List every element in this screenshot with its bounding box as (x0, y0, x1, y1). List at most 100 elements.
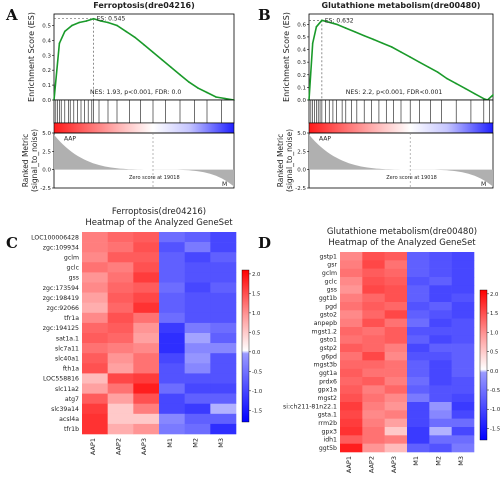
es-point (125, 30, 127, 33)
heatmap-cell (340, 293, 363, 303)
heatmap-cell (362, 285, 385, 294)
heatmap-cell (82, 262, 108, 273)
heatmap-row-label: ggt1a (319, 370, 337, 377)
colorbar-tick-label: 2.0 (252, 272, 260, 278)
heatmap-cell (159, 413, 185, 425)
es-ytick-label: 0.4 (297, 48, 306, 54)
es-point (455, 82, 458, 85)
heatmap-cell (384, 377, 408, 386)
es-point (492, 94, 494, 96)
metric-ytick-label: 0.0 (297, 168, 306, 174)
heatmap-cell (184, 373, 211, 384)
heatmap-row-label: gclm (322, 270, 337, 277)
heatmap-cell (82, 242, 108, 253)
colorbar-tick-label: 0.0 (490, 369, 498, 375)
heatmap-cell (133, 383, 160, 394)
heatmap-row-label: pgd (325, 303, 337, 310)
heatmap-cell (340, 377, 363, 386)
es-point (418, 61, 421, 63)
heatmap-cell (407, 260, 430, 269)
heatmap-col-label: M3 (457, 456, 465, 466)
es-ylabel: Enrichment Score (ES) (282, 12, 291, 102)
heatmap-row-label: LOC558816 (43, 376, 79, 383)
heatmap-cell (159, 393, 185, 404)
es-point (464, 87, 467, 90)
colorbar-tick-label: -0.5 (252, 369, 262, 375)
heatmap-cell (133, 403, 160, 415)
heatmap-title: Glutathione metabolism(dre00480) (327, 227, 477, 237)
heatmap-row-label: gstp1 (320, 253, 338, 260)
es-point (85, 20, 88, 22)
heatmap-row-label: zgc:92066 (47, 305, 79, 312)
heatmap-row-label: ggt5b (319, 445, 337, 452)
heatmap-cell (429, 410, 452, 419)
heatmap-cell (451, 443, 475, 453)
heatmap-cell (340, 435, 363, 444)
es-ytick-label: 0.1 (297, 85, 306, 91)
heatmap-col-label: M1 (412, 456, 420, 466)
es-point (437, 71, 439, 74)
es-point (345, 27, 347, 29)
colorbar (241, 269, 250, 423)
heatmap-cell (133, 282, 160, 293)
heatmap-row-label: gclc (67, 265, 80, 272)
es-point (427, 66, 430, 68)
es-point (400, 51, 402, 53)
es-point (315, 26, 318, 28)
heatmap-cell (82, 232, 108, 243)
colorbar-tick-label: 1.5 (252, 291, 260, 297)
heatmap-cell (429, 335, 452, 344)
heatmap-row-label: tfr1b (64, 426, 79, 433)
heatmap-cell (407, 443, 430, 453)
heatmap-cell (451, 368, 475, 378)
es-point (116, 24, 118, 27)
heatmap-cell (184, 242, 211, 253)
heatmap-col-label: M2 (435, 456, 443, 466)
heatmap-cell (407, 318, 430, 328)
heatmap-cell (384, 260, 408, 269)
metric-ytick-label: 5.0 (42, 131, 51, 137)
heatmap-cell (429, 302, 452, 311)
heatmap-cell (384, 327, 408, 336)
heatmap-cell (107, 373, 134, 384)
es-point (311, 42, 314, 45)
heatmap-cell (384, 277, 408, 286)
heatmap-col-label: M1 (166, 438, 174, 448)
heatmap-cell (107, 292, 134, 303)
heatmap-cell (133, 312, 160, 324)
colorbar-tick-label: 1.0 (252, 311, 260, 317)
es-point (78, 21, 80, 24)
heatmap-cell (384, 410, 408, 419)
heatmap-cell (384, 293, 408, 303)
heatmap-cell (429, 260, 452, 269)
heatmap-cell (451, 360, 475, 369)
heatmap-cell (133, 423, 160, 435)
es-point (71, 24, 73, 27)
heatmap-cell (133, 292, 160, 303)
heatmap-cell (384, 385, 408, 394)
heatmap-cell (82, 403, 108, 415)
heatmap-cell (451, 293, 475, 303)
heatmap-cell (407, 402, 430, 411)
es-point (363, 34, 366, 37)
heatmap-cell (340, 252, 363, 261)
heatmap-cell (407, 393, 430, 403)
colorbar (479, 289, 488, 441)
es-ytick-label: 0.0 (42, 98, 51, 104)
colorbar-tick-label: -1.0 (490, 407, 500, 413)
heatmap-cell (451, 318, 475, 328)
heatmap-cell (362, 443, 385, 453)
colorbar-tick-label: 0.0 (252, 350, 260, 356)
heatmap-cell (82, 413, 108, 425)
heatmap-cell (407, 285, 430, 294)
heatmap-cell (429, 352, 452, 361)
heatmap-cell (429, 435, 452, 444)
heatmap-cell (384, 318, 408, 328)
heatmap-row-label: slc40a1 (55, 355, 79, 362)
colorbar-tick-label: -1.5 (490, 426, 500, 432)
heatmap-cell (107, 312, 134, 324)
colorbar-tick-label: -1.0 (252, 389, 262, 395)
heatmap-row-label: slc7a11 (55, 345, 79, 352)
heatmap-cell (159, 353, 185, 364)
heatmap-cell (159, 423, 185, 435)
